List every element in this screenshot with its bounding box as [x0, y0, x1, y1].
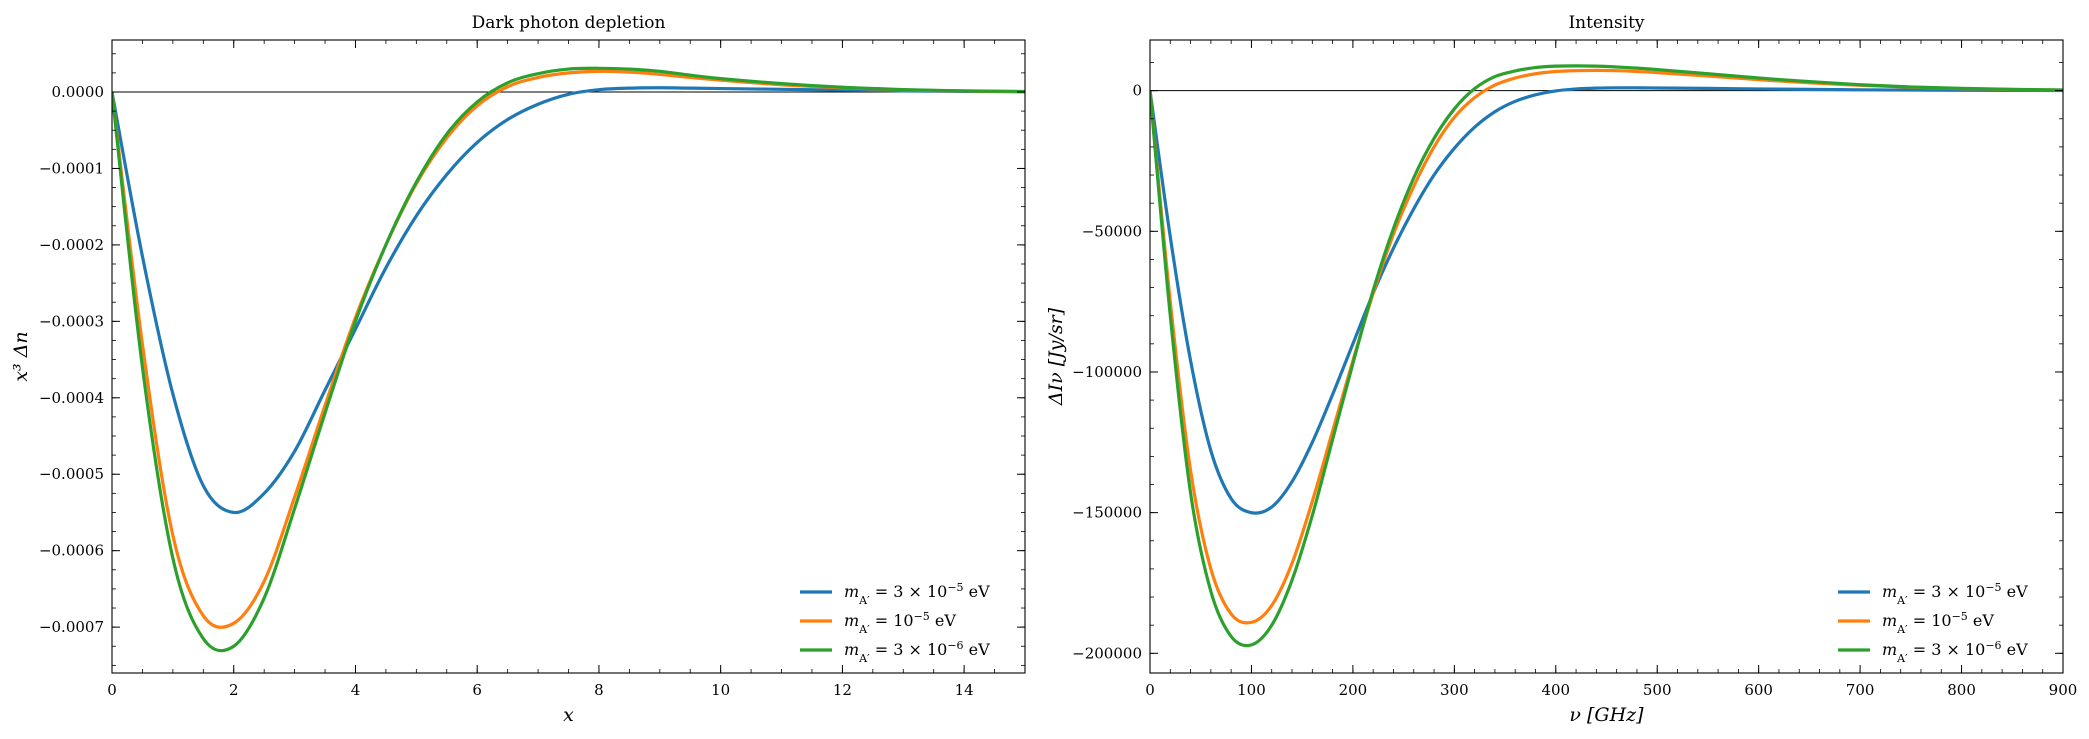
x-tick-label: 0 [107, 681, 117, 699]
x-tick-label: 300 [1440, 681, 1469, 699]
plot-frame [1149, 39, 2064, 674]
chart-title: Intensity [1568, 13, 1644, 33]
x-tick-label: 100 [1237, 681, 1266, 699]
y-tick-label: −0.0007 [39, 618, 104, 636]
series-line-2 [112, 69, 1025, 629]
x-tick-label: 10 [711, 681, 730, 699]
y-tick-label: −0.0005 [39, 465, 104, 483]
x-tick-label: 6 [472, 681, 482, 699]
x-tick-label: 200 [1339, 681, 1368, 699]
x-tick-label: 2 [229, 681, 239, 699]
y-tick-label: −0.0003 [39, 312, 104, 330]
chart-title: Dark photon depletion [472, 13, 666, 33]
x-tick-label: 12 [833, 681, 852, 699]
y-tick-label: −50000 [1082, 222, 1142, 240]
x-tick-label: 4 [351, 681, 361, 699]
x-tick-label: 400 [1541, 681, 1570, 699]
legend-label-1: mA′ = 3 × 10−5 eV [844, 581, 990, 607]
x-tick-label: 700 [1846, 681, 1875, 699]
series-line-2 [1150, 68, 2063, 625]
y-tick-label: −100000 [1072, 363, 1142, 381]
x-tick-label: 0 [1145, 681, 1155, 699]
y-tick-label: −0.0001 [39, 159, 104, 177]
y-tick-label: −0.0002 [39, 236, 104, 254]
x-axis-label: x [563, 704, 574, 726]
x-tick-label: 600 [1744, 681, 1773, 699]
y-tick-label: 0.0000 [52, 83, 105, 101]
x-tick-label: 800 [1947, 681, 1976, 699]
x-tick-label: 900 [2049, 681, 2078, 699]
legend-label-1: mA′ = 3 × 10−5 eV [1882, 581, 2028, 607]
x-tick-label: 14 [955, 681, 974, 699]
plot-frame [111, 39, 1026, 674]
series-line-1 [112, 86, 1025, 515]
y-tick-label: −150000 [1072, 504, 1142, 522]
series-line-1 [1150, 86, 2063, 515]
y-tick-label: −0.0006 [39, 542, 104, 560]
y-tick-label: −200000 [1072, 644, 1142, 662]
series-line-3 [112, 66, 1025, 653]
x-axis-label: ν [GHz] [1569, 704, 1644, 726]
y-axis-label: x³ Δn [10, 331, 32, 381]
x-tick-label: 8 [594, 681, 604, 699]
legend-label-2: mA′ = 10−5 eV [1882, 610, 1994, 636]
y-axis-label: ΔIν [Jy/sr] [1045, 307, 1067, 406]
x-tick-label: 500 [1643, 681, 1672, 699]
chart-panel-right: 0 100 200 300 400 500 600 700 800 900 0 −50000 −1000… [1045, 13, 2077, 726]
series-line-3 [1150, 64, 2063, 648]
legend-label-2: mA′ = 10−5 eV [844, 610, 956, 636]
legend-label-3: mA′ = 3 × 10−6 eV [1882, 639, 2028, 665]
y-tick-label: −0.0004 [39, 389, 104, 407]
legend-label-3: mA′ = 3 × 10−6 eV [844, 639, 990, 665]
chart-panel-left: 0 2 4 6 8 10 12 14 0.0000 −0.0001 −0.0002 −0.0003 −0… [10, 13, 1026, 726]
y-tick-label: 0 [1132, 82, 1142, 100]
